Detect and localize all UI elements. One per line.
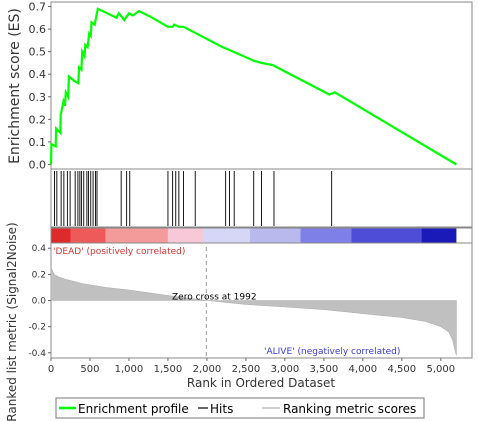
ranking-metric-area [50, 266, 457, 356]
es-y-tick-label: 0.5 [29, 46, 47, 59]
legend-label-ranking: Ranking metric scores [283, 402, 416, 416]
heat-bar-segment [300, 228, 352, 243]
ranking-heat-bar [51, 228, 457, 243]
es-y-tick-label: 0.4 [29, 68, 47, 81]
enrichment-panel: Enrichment score (ES) 0.0 0.1 0.2 0.3 0.4 0.5… [7, 1, 473, 171]
x-tick-label: 1,000 [115, 364, 144, 375]
heat-bar-segment [105, 228, 168, 243]
es-y-tick-label: 0.6 [29, 23, 47, 36]
zero-cross-label: Zero cross at 1992 [172, 293, 257, 303]
enrichment-y-label: Enrichment score (ES) [7, 8, 23, 164]
x-tick-label: 4,500 [388, 364, 417, 375]
rank-y-tick-label: 0.0 [32, 297, 47, 307]
legend-box [55, 397, 425, 419]
heat-bar-segment [167, 228, 204, 243]
legend-label-enrichment: Enrichment profile [78, 402, 189, 416]
x-tick-label: 2,500 [232, 364, 261, 375]
heat-bar-segment [249, 228, 301, 243]
hits-panel [50, 168, 473, 228]
enrichment-plot-area [50, 1, 473, 170]
x-tick-label: 0 [48, 364, 54, 375]
x-tick-label: 3,000 [271, 364, 300, 375]
enrichment-y-ticks: 0.0 0.1 0.2 0.3 0.4 0.5 0.6 0.7 [29, 1, 51, 171]
enrichment-profile-line [49, 7, 457, 166]
negative-label: 'ALIVE' (negatively correlated) [264, 347, 400, 357]
heat-bar-segment [203, 228, 250, 243]
ranking-x-ticks: 0 500 1,000 1,500 2,000 2,500 3,000 3,500 4,000 4… [48, 358, 455, 375]
heat-bar-segment [421, 228, 457, 243]
hit-lines [54, 171, 333, 226]
es-y-tick-label: 0.1 [29, 136, 47, 149]
heat-bar-segment [351, 228, 422, 243]
positive-label: 'DEAD' (positively correlated) [53, 247, 185, 257]
ranking-y-label: Ranked list metric (Signal2Noise) [5, 222, 19, 421]
x-tick-label: 5,000 [426, 364, 455, 375]
es-y-tick-label: 0.3 [29, 91, 47, 104]
rank-y-tick-label: 0.2 [32, 270, 46, 280]
x-tick-label: 4,000 [349, 364, 378, 375]
rank-y-tick-label: -0.4 [28, 349, 46, 359]
x-tick-label: 3,500 [310, 364, 339, 375]
ranking-panel: Zero cross at 1992 'DEAD' (positively co… [5, 222, 473, 422]
rank-y-tick-label: -0.2 [28, 323, 46, 333]
x-axis-label: Rank in Ordered Dataset [187, 376, 335, 390]
heat-bar-segment [51, 228, 71, 243]
legend-label-hits: Hits [210, 402, 233, 416]
es-y-tick-label: 0.0 [29, 158, 47, 171]
es-y-tick-label: 0.2 [29, 113, 47, 126]
x-tick-label: 1,500 [154, 364, 183, 375]
x-tick-label: 2,000 [193, 364, 222, 375]
rank-y-tick-label: 0.4 [32, 244, 47, 254]
ranking-y-ticks: 0.4 0.2 0.0 -0.2 -0.4 [28, 244, 51, 359]
es-y-tick-label: 0.7 [29, 1, 47, 14]
x-tick-label: 500 [80, 364, 99, 375]
legend: Enrichment profile Hits Ranking metric s… [55, 397, 425, 419]
heat-bar-segment [70, 228, 106, 243]
